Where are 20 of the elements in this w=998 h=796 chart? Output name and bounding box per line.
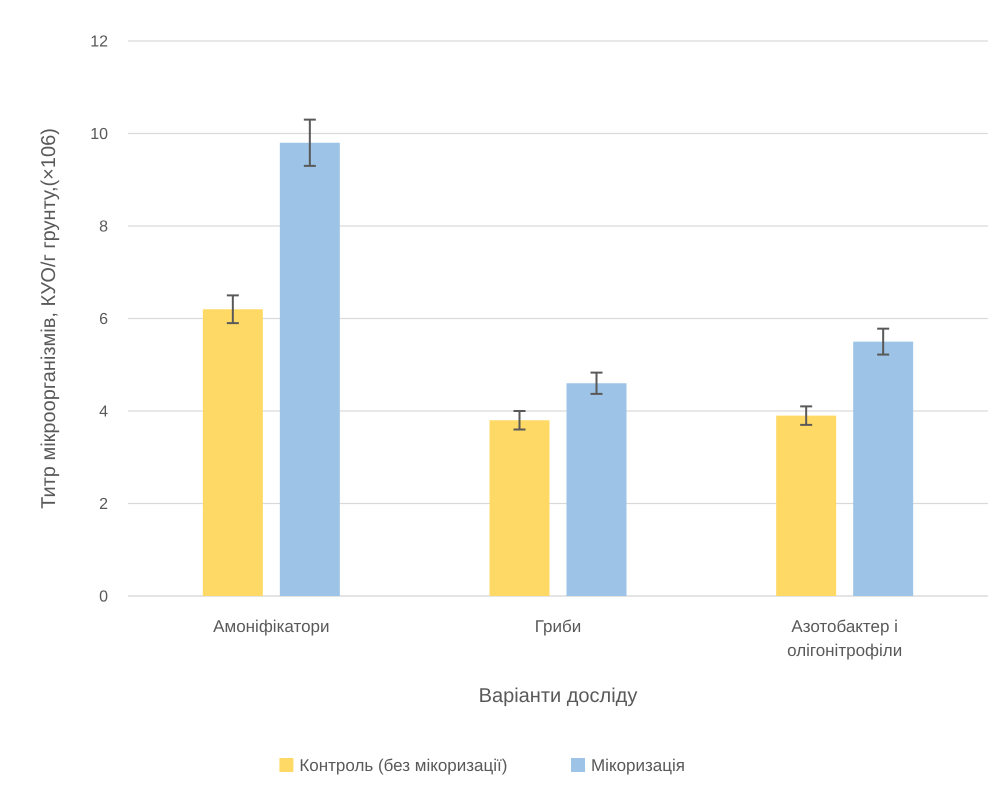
bar xyxy=(202,309,263,596)
y-axis-title: Титр мікроорганізмів, КУО/г грунту,(×106) xyxy=(38,128,60,509)
y-tick-label: 8 xyxy=(99,218,108,236)
y-tick-label: 2 xyxy=(99,496,108,514)
bar xyxy=(853,342,914,596)
x-axis-title: Варіанти досліду xyxy=(478,685,638,707)
bar xyxy=(490,420,550,596)
x-tick-label: Азотобактер і олігонітрофіли xyxy=(787,617,902,660)
x-tick-label: Амоніфікатори xyxy=(213,617,330,636)
bar xyxy=(280,142,340,596)
bar xyxy=(566,383,626,596)
y-tick-label: 0 xyxy=(99,588,108,606)
y-tick-label: 10 xyxy=(90,126,108,144)
bar xyxy=(776,416,836,596)
x-tick-label: Гриби xyxy=(534,617,582,636)
y-tick-label: 6 xyxy=(99,311,108,328)
legend-label: Контроль (без мікоризації) xyxy=(299,756,508,775)
y-tick-label: 4 xyxy=(99,404,108,421)
y-tick-label: 12 xyxy=(90,34,108,51)
legend-label: Мікоризація xyxy=(591,756,685,775)
